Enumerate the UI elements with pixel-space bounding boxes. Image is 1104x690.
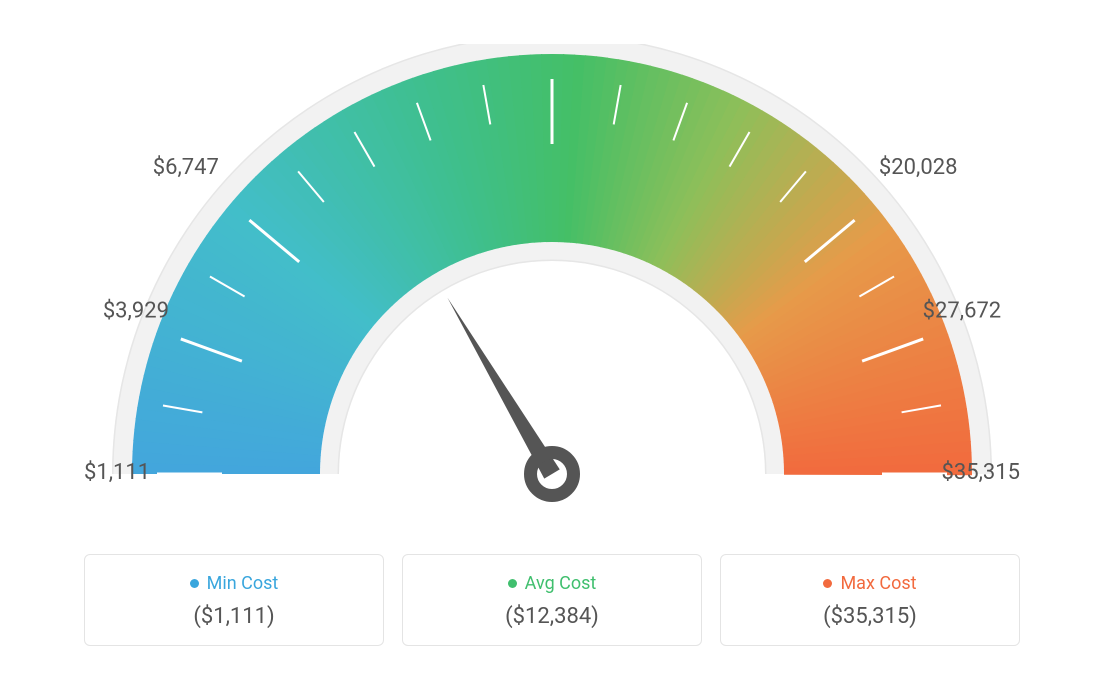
gauge-tick-label: $6,747 (153, 155, 219, 180)
legend-card-min: Min Cost ($1,111) (84, 554, 384, 646)
legend-dot-avg (508, 579, 517, 588)
legend-row: Min Cost ($1,111) Avg Cost ($12,384) Max Cos… (84, 554, 1020, 646)
gauge-tick-label: $1,111 (84, 460, 150, 485)
legend-card-avg: Avg Cost ($12,384) (402, 554, 702, 646)
legend-title-text-min: Min Cost (207, 573, 279, 594)
legend-title-min: Min Cost (190, 573, 279, 594)
legend-title-text-max: Max Cost (840, 573, 916, 594)
legend-card-max: Max Cost ($35,315) (720, 554, 1020, 646)
cost-gauge-chart: $1,111$3,929$6,747$12,384$20,028$27,672$… (52, 44, 1052, 524)
gauge-svg: $1,111$3,929$6,747$12,384$20,028$27,672$… (52, 44, 1052, 524)
legend-title-text-avg: Avg Cost (525, 573, 597, 594)
legend-value-max: ($35,315) (731, 604, 1009, 629)
legend-value-avg: ($12,384) (413, 604, 691, 629)
legend-title-avg: Avg Cost (508, 573, 597, 594)
legend-dot-min (190, 579, 199, 588)
gauge-tick-label: $20,028 (879, 155, 958, 180)
legend-value-min: ($1,111) (95, 604, 373, 629)
gauge-tick-label: $35,315 (941, 460, 1020, 485)
gauge-tick-label: $27,672 (923, 299, 1002, 324)
legend-title-max: Max Cost (823, 573, 916, 594)
gauge-tick-label: $3,929 (103, 299, 169, 324)
legend-dot-max (823, 579, 832, 588)
